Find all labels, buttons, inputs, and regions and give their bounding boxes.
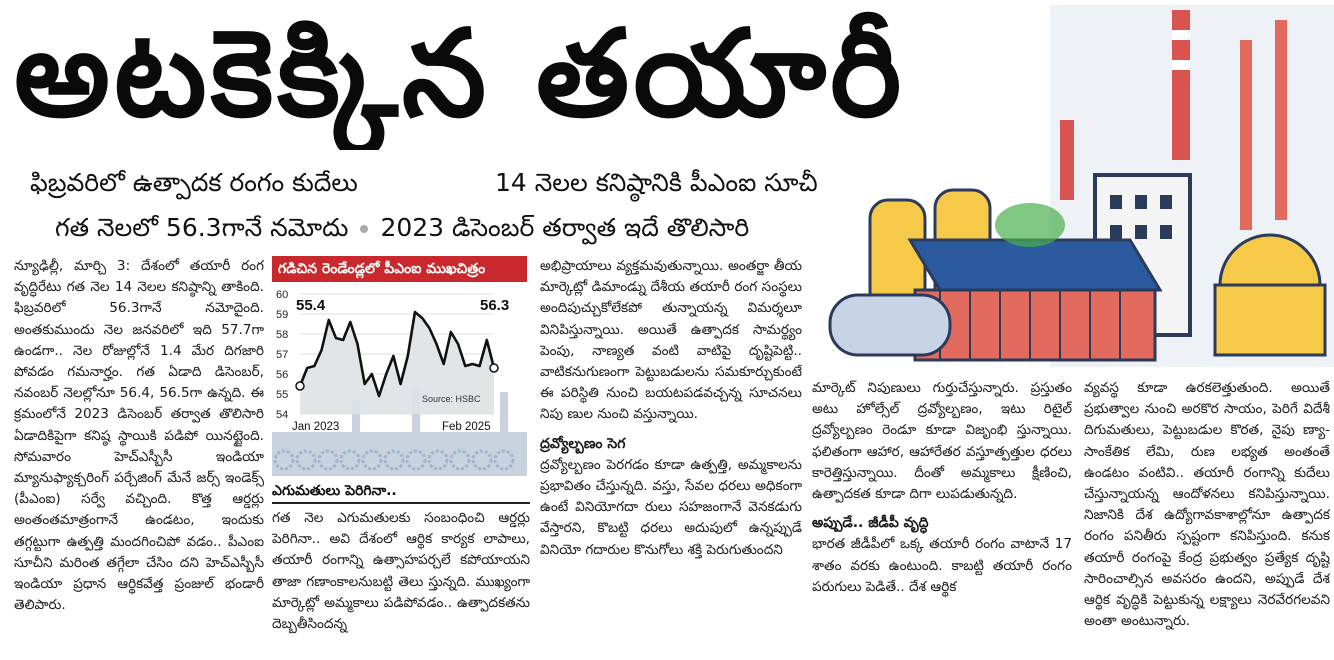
gear-icon	[339, 449, 361, 471]
factory-illustration	[828, 5, 1334, 367]
y-tick-label: 58	[276, 329, 288, 341]
y-tick-label: 56	[276, 369, 288, 381]
pmi-chart: గడిచిన రెండేండ్లలో పీఎంఐ ముఖచిత్రం 60 59 5…	[272, 256, 527, 476]
gear-icon	[493, 449, 515, 471]
x-end-label: Feb 2025	[442, 421, 491, 433]
y-tick-label: 57	[276, 349, 288, 361]
chart-area	[300, 312, 494, 414]
headline: అటకెక్కిన తయారీ	[14, 5, 906, 144]
pmi-line	[298, 310, 496, 398]
gear-icon	[317, 449, 339, 471]
chart-plot: 60 59 58 57 56 55 54 55.4 56.3 Source: HSBC Jan 20…	[272, 289, 527, 476]
gear-icon	[273, 449, 295, 471]
article-column-1: న్యూఢిల్లీ, మార్చి 3: దేశంలో తయారీ రంగ వ…	[14, 256, 264, 660]
column-5-text: వ్యవస్థ కూడా ఉరకలెత్తుతుంది. అయితే ప్రభు…	[1084, 380, 1330, 630]
column-4-text-b: భారత జీడీపీలో ఒక్క తయారీ రంగం వాటానే 17 …	[812, 536, 1072, 595]
subhead-line2a: గత నెలలో 56.3గానే నమోదు	[55, 213, 349, 242]
column-3-text-a: అభిప్రాయాలు వ్యక్తమవుతున్నాయి. అంతర్జా త…	[540, 258, 802, 423]
y-tick-label: 59	[276, 309, 288, 321]
gear-icon	[405, 449, 427, 471]
chimney	[412, 390, 420, 440]
end-point	[489, 363, 499, 373]
subhead-line1b: 14 నెలల కనిష్ఠానికి పీఎంఐ సూచీ	[495, 168, 818, 197]
column-2-text: గత నెల ఎగుమతులకు సంబంధించి ఆర్డర్లు పెరి…	[272, 510, 530, 633]
article-column-5: వ్యవస్థ కూడా ఉరకలెత్తుతుంది. అయితే ప్రభు…	[1084, 378, 1330, 660]
column-3-text-b: ద్రవ్యోల్బణం పెరగడం కూడా ఉత్పత్తి, అమ్మక…	[540, 456, 802, 558]
column-1-text: న్యూఢిల్లీ, మార్చి 3: దేశంలో తయారీ రంగ వ…	[14, 258, 264, 614]
chart-title: గడిచిన రెండేండ్లలో పీఎంఐ ముఖచిత్రం	[272, 256, 527, 282]
column-3-subhead: ద్రవ్యోల్బణం సెగ	[540, 435, 626, 452]
gear-icon	[449, 449, 471, 471]
gear-icon	[471, 449, 493, 471]
article-column-2: గత నెల ఎగుమతులకు సంబంధించి ఆర్డర్లు పెరి…	[272, 508, 530, 660]
gear-icon	[295, 449, 317, 471]
end-value-label: 56.3	[480, 297, 509, 314]
y-tick-label: 60	[276, 289, 288, 301]
gear-icon	[383, 449, 405, 471]
subhead-line1a: ఫిబ్రవరిలో ఉత్పాదక రంగం కుదేలు	[30, 168, 358, 197]
article-column-3: అభిప్రాయాలు వ్యక్తమవుతున్నాయి. అంతర్జా త…	[540, 256, 802, 660]
chimney	[352, 400, 360, 440]
chimney	[500, 392, 508, 442]
column-2-subhead: ఎగుమతులు పెరిగినా..	[272, 480, 530, 504]
start-point	[295, 381, 305, 391]
y-tick-label: 54	[276, 409, 288, 421]
gear-icon	[361, 449, 383, 471]
gear-icon	[427, 449, 449, 471]
y-tick-label: 55	[276, 389, 288, 401]
subhead-line2: గత నెలలో 56.3గానే నమోదు 2023 డిసెంబర్ తర్…	[55, 213, 749, 249]
column-4-text-a: మార్కెట్ నిపుణులు గుర్తుచేస్తున్నారు. ప్…	[812, 380, 1072, 503]
start-value-label: 55.4	[296, 297, 326, 314]
source-label: Source: HSBC	[422, 394, 481, 404]
article-column-4: మార్కెట్ నిపుణులు గుర్తుచేస్తున్నారు. ప్…	[812, 378, 1072, 660]
x-start-label: Jan 2023	[292, 421, 339, 433]
column-4-subhead: అప్పుడే.. జీడీపీ వృద్ధి	[812, 515, 929, 532]
bullet-dot	[360, 225, 369, 233]
subhead-line2b: 2023 డిసెంబర్ తర్వాత ఇదే తొలిసారి	[380, 213, 750, 242]
